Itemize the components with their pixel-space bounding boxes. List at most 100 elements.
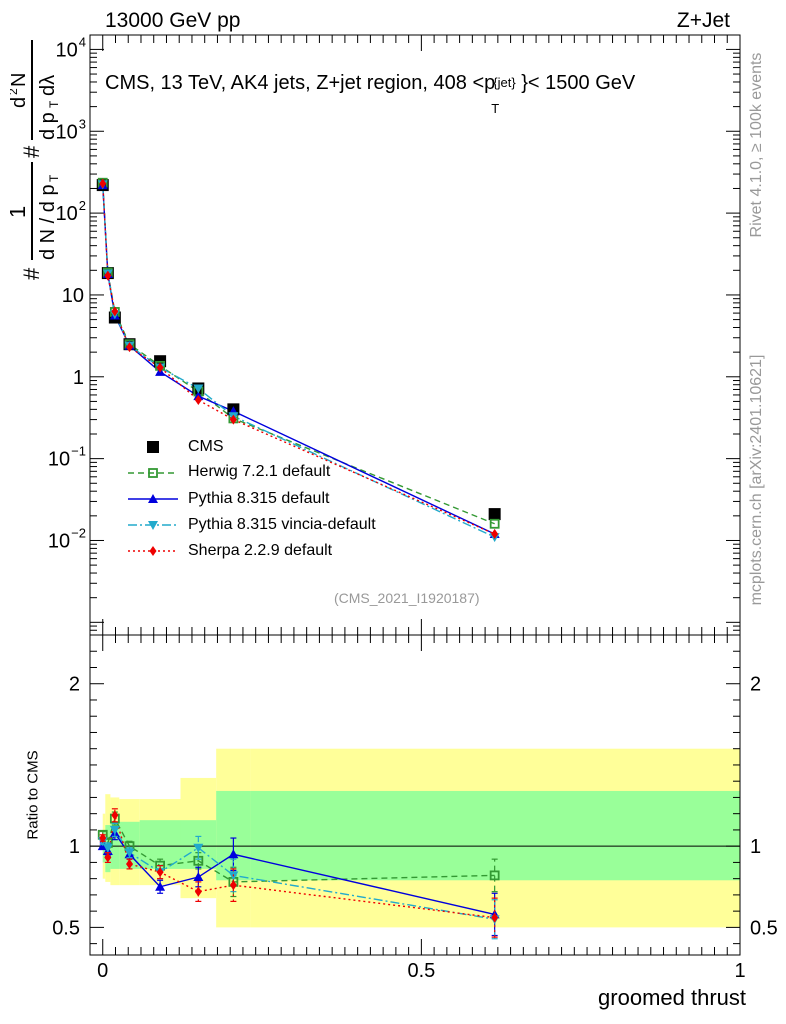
main-point-herwig-7-2-1-default <box>489 518 500 529</box>
main-y-tick-base: 10 <box>56 39 78 61</box>
header-energy-label: 13000 GeV pp <box>105 9 241 32</box>
svg-text:d p: d p <box>37 112 59 140</box>
main-y-tick-label-0: 10−2 <box>48 525 86 552</box>
rivet-version-label: Rivet 4.1.0, ≥ 100k events <box>748 52 765 238</box>
x-tick-label-0: 0 <box>97 960 108 982</box>
plot-title-main: CMS, 13 TeV, AK4 jets, Z+jet region, 408… <box>105 72 496 94</box>
analysis-id-label: (CMS_2021_I1920187) <box>334 590 480 606</box>
main-y-tick-exp: 3 <box>79 116 86 131</box>
svg-text:#: # <box>19 267 44 280</box>
legend-marker-pythia-8-315-vincia-default <box>148 521 158 530</box>
ratio-point-pythia-8-315-vincia-default <box>109 825 120 835</box>
ratio-point-pythia-8-315-default <box>228 849 239 859</box>
main-y-tick-exp: −1 <box>71 444 86 459</box>
svg-text:T: T <box>47 174 61 182</box>
main-y-tick-exp: −2 <box>71 525 86 540</box>
main-y-tick-label-3: 10 <box>62 285 84 307</box>
svg-text:T: T <box>47 100 61 108</box>
main-y-tick-base: 10 <box>56 203 78 225</box>
band-green-7 <box>250 790 740 881</box>
legend-label-pythia-vincia: Pythia 8.315 vincia-default <box>188 516 376 533</box>
x-axis-title: groomed thrust <box>598 985 746 1010</box>
main-y-tick-label-2: 1 <box>73 367 84 389</box>
main-y-tick-label-4: 102 <box>56 198 86 225</box>
svg-text:d N / d p: d N / d p <box>37 184 59 260</box>
series-markers <box>96 177 501 940</box>
svg-text:N: N <box>10 73 30 87</box>
ratio-point-sherpa-2-2-9-default <box>194 886 202 897</box>
ratio-point-sherpa-2-2-9-default <box>99 833 107 844</box>
main-y-tick-label-1: 10−1 <box>48 444 86 471</box>
ratio-point-pythia-8-315-default <box>193 872 204 882</box>
x-tick-label-2: 1 <box>734 960 745 982</box>
legend-label-cms: CMS <box>188 438 224 455</box>
header-process-label: Z+Jet <box>676 9 730 32</box>
ratio-y-tick-label-right-2: 2 <box>750 674 761 696</box>
main-point-sherpa-2-2-9-default <box>491 528 499 539</box>
ratio-point-sherpa-2-2-9-default <box>156 867 164 878</box>
main-point-sherpa-2-2-9-default <box>229 414 237 425</box>
plot-title-sub: T <box>491 101 500 116</box>
svg-text:#: # <box>19 145 44 158</box>
ratio-point-herwig-7-2-1-default <box>489 870 500 881</box>
ratio-point-pythia-8-315-vincia-default <box>193 843 204 853</box>
legend-marker-herwig-7-2-1-default <box>148 468 158 478</box>
ratio-point-sherpa-2-2-9-default <box>229 880 237 891</box>
legend-label-sherpa: Sherpa 2.2.9 default <box>188 542 333 559</box>
main-point-sherpa-2-2-9-default <box>194 395 202 406</box>
ratio-line-pythia-8-315-vincia-default <box>102 828 495 920</box>
plot-title: CMS, 13 TeV, AK4 jets, Z+jet region, 408… <box>105 72 635 116</box>
axes-frames <box>89 34 741 956</box>
main-y-tick-base: 10 <box>56 121 78 143</box>
ratio-y-tick-label-2: 2 <box>69 674 80 696</box>
svg-text:2: 2 <box>10 88 20 95</box>
main-y-tick-label-6: 104 <box>56 34 86 61</box>
ratio-panel-frame <box>89 634 741 956</box>
ratio-point-pythia-8-315-vincia-default <box>102 843 113 853</box>
main-y-tick-base: 1 <box>73 367 84 389</box>
legend-marker-cms <box>147 441 159 453</box>
ratio-y-tick-label-right-0: 0.5 <box>750 917 778 939</box>
ratio-y-tick-label-right-1: 1 <box>750 836 761 858</box>
svg-text:1: 1 <box>10 206 30 218</box>
main-point-sherpa-2-2-9-default <box>156 362 164 373</box>
ratio-y-tick-label-1: 1 <box>69 836 80 858</box>
main-y-tick-base: 10 <box>48 530 70 552</box>
main-y-tick-label-5: 103 <box>56 116 86 143</box>
main-y-axis-title: # 1 d N / d p T # d 2 N d p T dλ <box>5 30 80 280</box>
y-axis-formula: # 1 d N / d p T # d 2 N d p T dλ <box>5 40 61 280</box>
main-point-pythia-8-315-vincia-default <box>193 384 204 394</box>
main-y-tick-exp: 2 <box>79 198 86 213</box>
main-point-cms <box>488 508 501 521</box>
ratio-uncertainty-bands <box>90 748 740 928</box>
main-point-sherpa-2-2-9-default <box>111 306 119 317</box>
x-tick-label-1: 0.5 <box>407 960 435 982</box>
ratio-point-pythia-8-315-vincia-default <box>124 848 135 858</box>
ratio-point-sherpa-2-2-9-default <box>491 912 499 923</box>
legend-label-herwig: Herwig 7.2.1 default <box>188 463 331 480</box>
ratio-point-sherpa-2-2-9-default <box>111 810 119 821</box>
main-y-tick-exp: 4 <box>79 34 86 49</box>
main-point-sherpa-2-2-9-default <box>104 270 112 281</box>
main-line-sherpa-2-2-9-default <box>102 183 495 535</box>
legend-label-pythia: Pythia 8.315 default <box>188 490 330 507</box>
main-y-tick-base: 10 <box>48 449 70 471</box>
ratio-point-sherpa-2-2-9-default <box>126 859 134 870</box>
svg-text:d: d <box>10 97 30 108</box>
ratio-point-pythia-8-315-default <box>155 881 166 891</box>
ratio-point-sherpa-2-2-9-default <box>104 852 112 863</box>
main-y-tick-base: 10 <box>62 285 84 307</box>
svg-text:dλ: dλ <box>37 75 59 96</box>
main-point-sherpa-2-2-9-default <box>126 342 134 353</box>
axis-ticks <box>90 35 741 955</box>
ratio-y-axis-title: Ratio to CMS <box>24 750 42 840</box>
legend-symbols <box>128 441 178 556</box>
plot-title-sup: {jet} <box>493 75 516 90</box>
ratio-y-tick-label-0: 0.5 <box>52 917 80 939</box>
main-point-sherpa-2-2-9-default <box>99 178 107 189</box>
mcplots-label: mcplots.cern.ch [arXiv:2401.10621] <box>748 354 765 606</box>
legend-marker-sherpa-2-2-9-default <box>149 546 157 556</box>
legend-marker-pythia-8-315-default <box>148 494 158 503</box>
